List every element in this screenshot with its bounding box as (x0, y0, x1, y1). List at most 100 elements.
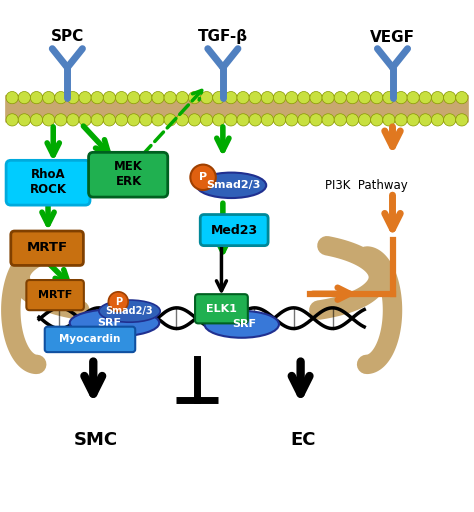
Circle shape (152, 114, 164, 126)
FancyBboxPatch shape (200, 215, 268, 246)
Circle shape (43, 92, 55, 104)
Circle shape (164, 114, 176, 126)
Circle shape (310, 92, 322, 104)
Ellipse shape (204, 311, 279, 338)
Circle shape (103, 92, 116, 104)
Circle shape (310, 114, 322, 126)
Circle shape (213, 114, 225, 126)
Text: P: P (115, 297, 122, 307)
Circle shape (201, 92, 213, 104)
Circle shape (383, 114, 395, 126)
Circle shape (322, 114, 334, 126)
Circle shape (298, 114, 310, 126)
Circle shape (444, 114, 456, 126)
Text: P: P (199, 173, 207, 182)
Text: SRF: SRF (232, 319, 256, 329)
Circle shape (358, 114, 371, 126)
Circle shape (30, 114, 43, 126)
Circle shape (188, 92, 201, 104)
Circle shape (407, 114, 419, 126)
Text: SMC: SMC (73, 431, 118, 449)
FancyBboxPatch shape (27, 280, 84, 310)
Text: Smad2/3: Smad2/3 (106, 306, 154, 316)
Circle shape (431, 114, 444, 126)
Circle shape (431, 92, 444, 104)
Circle shape (419, 92, 431, 104)
Circle shape (128, 114, 140, 126)
Text: Smad2/3: Smad2/3 (206, 180, 260, 190)
Circle shape (18, 92, 30, 104)
Circle shape (395, 114, 407, 126)
Ellipse shape (197, 173, 266, 198)
Circle shape (55, 92, 67, 104)
Circle shape (116, 114, 128, 126)
Circle shape (91, 114, 103, 126)
Circle shape (191, 164, 216, 190)
Circle shape (285, 114, 298, 126)
Circle shape (407, 92, 419, 104)
Circle shape (225, 114, 237, 126)
Ellipse shape (70, 309, 159, 336)
Text: Med23: Med23 (210, 224, 258, 237)
Text: ELK1: ELK1 (206, 304, 237, 314)
FancyBboxPatch shape (195, 294, 248, 324)
Circle shape (395, 92, 407, 104)
Circle shape (225, 92, 237, 104)
Circle shape (237, 92, 249, 104)
Circle shape (91, 92, 103, 104)
FancyBboxPatch shape (45, 327, 135, 352)
Circle shape (456, 114, 468, 126)
Circle shape (116, 92, 128, 104)
Circle shape (79, 92, 91, 104)
Circle shape (128, 92, 140, 104)
Circle shape (334, 92, 346, 104)
Circle shape (346, 92, 358, 104)
Circle shape (237, 114, 249, 126)
Circle shape (55, 114, 67, 126)
Text: SPC: SPC (51, 29, 84, 45)
Circle shape (371, 114, 383, 126)
Circle shape (273, 92, 286, 104)
Circle shape (152, 92, 164, 104)
Circle shape (6, 92, 18, 104)
Text: EC: EC (290, 431, 316, 449)
Circle shape (43, 114, 55, 126)
Circle shape (103, 114, 116, 126)
Text: Myocardin: Myocardin (59, 334, 121, 345)
Circle shape (371, 92, 383, 104)
Circle shape (273, 114, 286, 126)
Circle shape (176, 92, 189, 104)
Circle shape (67, 92, 79, 104)
Circle shape (213, 92, 225, 104)
Circle shape (79, 114, 91, 126)
Circle shape (383, 92, 395, 104)
Text: TGF-β: TGF-β (198, 29, 248, 45)
Circle shape (346, 114, 358, 126)
Circle shape (6, 114, 18, 126)
Circle shape (249, 114, 261, 126)
Circle shape (261, 92, 273, 104)
Ellipse shape (99, 300, 160, 322)
Circle shape (322, 92, 334, 104)
Circle shape (18, 114, 30, 126)
Circle shape (140, 114, 152, 126)
Circle shape (285, 92, 298, 104)
Circle shape (334, 114, 346, 126)
Circle shape (261, 114, 273, 126)
FancyBboxPatch shape (5, 95, 469, 123)
Circle shape (201, 114, 213, 126)
Text: VEGF: VEGF (370, 30, 415, 46)
Circle shape (176, 114, 189, 126)
FancyBboxPatch shape (89, 153, 168, 197)
Text: SRF: SRF (97, 318, 121, 328)
Text: MRTF: MRTF (27, 242, 68, 254)
Circle shape (298, 92, 310, 104)
Text: MEK
ERK: MEK ERK (114, 160, 143, 188)
Circle shape (419, 114, 431, 126)
Circle shape (456, 92, 468, 104)
Text: PI3K  Pathway: PI3K Pathway (325, 179, 408, 192)
Text: MRTF: MRTF (38, 290, 72, 300)
Circle shape (249, 92, 261, 104)
Text: RhoA
ROCK: RhoA ROCK (29, 168, 66, 197)
FancyBboxPatch shape (6, 160, 90, 205)
